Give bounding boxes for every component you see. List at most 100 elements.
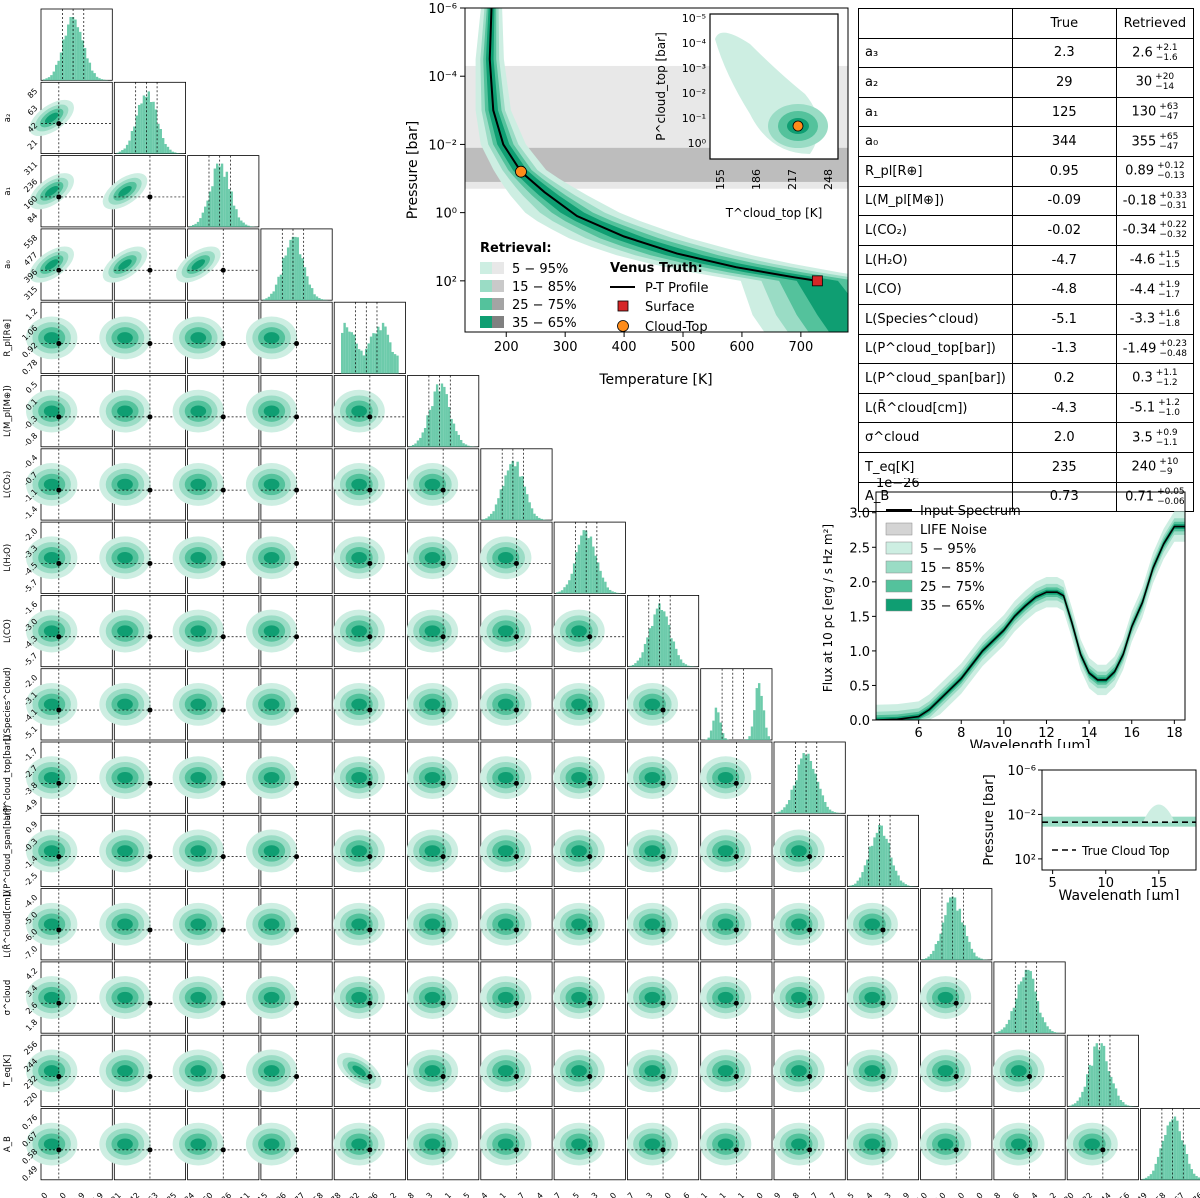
hist-bar [521, 476, 524, 521]
contour-level [118, 185, 132, 197]
contour-level [351, 1138, 367, 1150]
hist-panel-Mpl [407, 375, 480, 448]
truth-point [147, 341, 153, 347]
hist-bar [1168, 1121, 1172, 1180]
hist-bar [492, 511, 495, 521]
truth-point [660, 1000, 666, 1006]
hist-bar [355, 343, 358, 374]
contour-level [117, 845, 133, 857]
y-axis-label-a2: a₂ [3, 114, 13, 123]
hist-bar [1015, 998, 1018, 1034]
hist-bar [1176, 1120, 1179, 1180]
param-true: 125 [1011, 96, 1117, 128]
hist-bar [1017, 984, 1020, 1034]
truth-point [56, 1074, 62, 1080]
truth-point [660, 1074, 666, 1080]
y-tick-label: 311 [22, 160, 39, 177]
contour-level [424, 991, 441, 1004]
truth-point [733, 780, 739, 786]
contour-level [717, 918, 734, 930]
contour-level [263, 405, 280, 417]
y-tick-label: 0.5 [24, 380, 39, 395]
contour-panel-a3-a2 [29, 81, 113, 155]
hist-bar [995, 1032, 999, 1034]
hist-bar [1142, 1178, 1145, 1180]
x-tick-label: 3.4 [1024, 1191, 1039, 1198]
legend-retrieval-title: Retrieval: [480, 241, 552, 256]
contour-panel-Ptop-sigma [773, 961, 846, 1034]
contour-level [571, 1138, 587, 1150]
table-header-name [858, 8, 1013, 39]
hist-bar [142, 95, 146, 154]
hist-bar [828, 809, 832, 814]
hist-bar [970, 948, 974, 960]
contour-panel-a2-Ptop [99, 741, 187, 814]
truth-point [587, 1000, 593, 1006]
contour-level [571, 1065, 587, 1077]
hist-bar [646, 637, 649, 667]
contour-panel-CO2-Ptop [480, 741, 553, 814]
truth-point [807, 1147, 813, 1153]
cloud-top-wavelength-chart: 5 10 15 10⁻⁶ 10⁻² 10² Wavelength [μm] Pressur… [982, 764, 1197, 900]
truth-point [440, 854, 446, 860]
contour-level [351, 991, 367, 1004]
contour-level [937, 1065, 954, 1077]
hist-bar [289, 239, 292, 301]
x-tick-label: 558 [308, 1191, 325, 1198]
contour-level [497, 698, 514, 711]
hist-bar [937, 940, 940, 960]
truth-point [367, 634, 373, 640]
hist-bar [64, 35, 68, 81]
contour-panel-a3-Species [26, 668, 113, 741]
hist-bar [750, 726, 754, 740]
hist-bar [1166, 1125, 1169, 1180]
hist-bar [322, 299, 326, 301]
hist-bar [381, 322, 385, 374]
truth-point [367, 487, 373, 493]
hist-bar [272, 291, 275, 301]
contour-level [117, 918, 133, 930]
x-tick-label: -5.1 [692, 1191, 709, 1198]
contour-level [43, 1138, 60, 1150]
hist-bar [1031, 978, 1035, 1034]
retrieved-uncertainty: +0.23 −0.48 [1159, 338, 1187, 359]
hist-bar [1161, 1140, 1165, 1180]
contour-panel-a2-a1 [102, 155, 187, 228]
hist-bar [206, 200, 209, 227]
y-axis-label-Pspan: L(P^cloud_span[bar]) [3, 805, 13, 897]
hist-bar [377, 326, 380, 374]
contour-panel-a0-Pspan [245, 814, 333, 887]
hist-bar [1195, 1175, 1198, 1180]
hist-bar [396, 355, 399, 374]
hist-bar [944, 915, 947, 960]
hist-bar [894, 870, 898, 887]
table-row: a₁ 125 130 +63 −47 [858, 96, 1195, 128]
contour-panel-sigma-AB [993, 1108, 1066, 1181]
contour-level [43, 845, 60, 857]
param-retrieved: 0.3 +1.1 −1.2 [1115, 363, 1195, 394]
legend-retrieval-item: 35 − 65% [512, 316, 577, 331]
hist-bar [1190, 1169, 1193, 1180]
y-axis-label-a1: a₁ [3, 187, 13, 196]
truth-point [294, 927, 300, 933]
contour-level [43, 478, 60, 491]
inset-xtick-label: 155 [714, 169, 727, 190]
retrieved-value: -5.1 [1129, 400, 1156, 416]
hist-bar [856, 880, 859, 887]
hist-bar [504, 475, 507, 521]
contour-panel-Species-Ptop [699, 741, 773, 814]
spectrum-ytick-label: 3.0 [849, 507, 870, 522]
contour-level [190, 991, 207, 1004]
x-tick-label: -4.1 [710, 1191, 727, 1198]
hist-bar [313, 294, 316, 301]
contour-panel-a0-CO [245, 595, 333, 668]
y-axis-label-H2O: L(H₂O) [3, 544, 13, 572]
hist-bar [719, 722, 722, 740]
hist-bar [518, 476, 522, 521]
hist-bar [636, 660, 640, 667]
spectrum-ytick-label: 0.5 [849, 679, 870, 694]
hist-bar [103, 79, 106, 81]
hist-bar [514, 466, 517, 521]
contour-level [717, 1138, 734, 1150]
spectrum-legend-item: 5 − 95% [920, 542, 976, 557]
